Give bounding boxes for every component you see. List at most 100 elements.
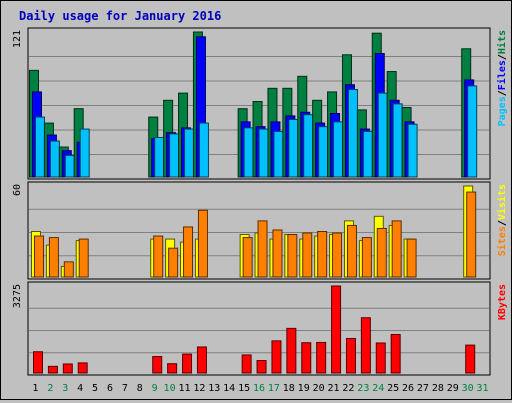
y-max-label: 3275 <box>12 284 23 308</box>
bar-sites-day-30 <box>466 191 477 278</box>
legend-label: Pages/Files/Hits <box>496 30 508 126</box>
bar-sites-day-24 <box>376 227 387 278</box>
x-tick-label: 31 <box>477 383 489 394</box>
x-tick-label: 24 <box>372 383 384 394</box>
panel-kbytes: 3275 KBytes <box>12 281 508 376</box>
x-tick-label: 5 <box>92 383 98 394</box>
x-tick-label: 16 <box>253 383 265 394</box>
y-max-label: 60 <box>12 184 23 196</box>
legend-separator: / <box>497 54 508 60</box>
legend-entry: Pages <box>497 96 508 126</box>
bar-sites-day-9 <box>153 235 164 278</box>
bar-kbytes-day-30 <box>465 344 476 374</box>
bar-sites-day-4 <box>78 238 89 278</box>
bar-kbytes-day-21 <box>331 285 342 374</box>
bar-kbytes-day-20 <box>316 341 327 374</box>
bar-pages-day-2 <box>49 140 60 178</box>
x-tick-label: 26 <box>402 383 414 394</box>
x-tick-label: 19 <box>298 383 310 394</box>
bar-sites-day-3 <box>63 261 74 278</box>
bar-pages-day-16 <box>258 128 269 178</box>
bar-sites-day-16 <box>257 220 268 278</box>
x-tick-label: 11 <box>178 383 190 394</box>
x-tick-label: 10 <box>164 383 176 394</box>
bar-kbytes-day-25 <box>390 333 401 374</box>
bar-sites-day-10 <box>168 247 179 278</box>
x-tick-label: 4 <box>77 383 83 394</box>
bar-sites-day-18 <box>287 234 298 278</box>
bar-pages-day-22 <box>347 89 358 178</box>
bar-pages-day-1 <box>35 116 45 178</box>
bar-sites-day-23 <box>361 237 372 278</box>
x-tick-label: 14 <box>223 383 235 394</box>
legend-entry: Hits <box>496 30 508 54</box>
chart-title: Daily usage for January 2016 <box>19 9 221 23</box>
bar-sites-day-25 <box>391 220 402 278</box>
bar-sites-day-19 <box>302 232 313 278</box>
bar-pages-day-25 <box>392 103 403 178</box>
x-tick-label: 12 <box>193 383 205 394</box>
x-tick-label: 27 <box>417 383 429 394</box>
bar-kbytes-day-9 <box>152 356 163 374</box>
bar-sites-day-26 <box>406 238 417 278</box>
bar-pages-day-21 <box>333 121 344 178</box>
legend-entry: Visits <box>496 184 508 220</box>
bar-kbytes-day-18 <box>286 327 297 374</box>
legend-entry: Sites <box>496 226 508 256</box>
x-tick-label: 18 <box>283 383 295 394</box>
x-tick-label: 13 <box>208 383 220 394</box>
x-tick-label: 20 <box>313 383 325 394</box>
x-tick-label: 30 <box>462 383 474 394</box>
bar-kbytes-day-16 <box>256 360 267 374</box>
bar-pages-day-24 <box>377 92 388 178</box>
x-tick-label: 1 <box>32 383 38 394</box>
bar-pages-day-30 <box>467 85 478 178</box>
x-tick-label: 22 <box>342 383 354 394</box>
bar-sites-day-11 <box>183 226 194 278</box>
panel-visits-sites: 60 Sites/Visits <box>12 181 508 280</box>
bar-kbytes-day-3 <box>62 363 73 374</box>
bar-kbytes-day-22 <box>345 337 356 374</box>
bar-kbytes-day-15 <box>241 354 252 374</box>
x-tick-label: 7 <box>122 383 128 394</box>
bar-kbytes-day-24 <box>375 342 386 374</box>
bar-kbytes-day-12 <box>196 346 207 374</box>
legend-separator: / <box>497 220 508 226</box>
bar-kbytes-day-11 <box>182 353 193 374</box>
x-tick-label: 28 <box>432 383 444 394</box>
bar-pages-day-3 <box>64 154 75 178</box>
bar-pages-day-23 <box>362 130 373 178</box>
bar-pages-day-17 <box>273 130 284 178</box>
bar-kbytes-day-10 <box>167 363 178 374</box>
legend-label: Sites/Visits <box>496 184 508 256</box>
bar-kbytes-day-19 <box>301 342 312 374</box>
x-tick-label: 21 <box>327 383 339 394</box>
x-tick-label: 9 <box>152 383 158 394</box>
x-tick-label: 15 <box>238 383 250 394</box>
x-tick-label: 2 <box>47 383 53 394</box>
bar-sites-day-1 <box>34 235 44 278</box>
bar-sites-day-15 <box>242 237 253 278</box>
bar-pages-day-15 <box>243 127 254 178</box>
legend-separator: / <box>497 90 508 96</box>
bar-sites-day-17 <box>272 229 283 278</box>
bar-pages-day-20 <box>318 126 329 178</box>
bar-sites-day-12 <box>197 209 208 278</box>
bar-pages-day-12 <box>198 122 209 178</box>
bar-sites-day-22 <box>346 224 357 278</box>
x-tick-label: 17 <box>268 383 280 394</box>
x-tick-label: 23 <box>357 383 369 394</box>
x-tick-label: 8 <box>137 383 143 394</box>
x-tick-label: 3 <box>62 383 68 394</box>
bar-kbytes-day-23 <box>360 317 371 374</box>
bar-sites-day-21 <box>332 232 343 278</box>
y-max-label: 121 <box>12 30 23 48</box>
bar-kbytes-day-17 <box>271 340 282 374</box>
bar-pages-day-10 <box>169 133 180 178</box>
bar-pages-day-26 <box>407 123 418 178</box>
bar-sites-day-2 <box>48 237 59 278</box>
bar-pages-day-4 <box>79 128 90 178</box>
bar-pages-day-11 <box>184 128 195 178</box>
